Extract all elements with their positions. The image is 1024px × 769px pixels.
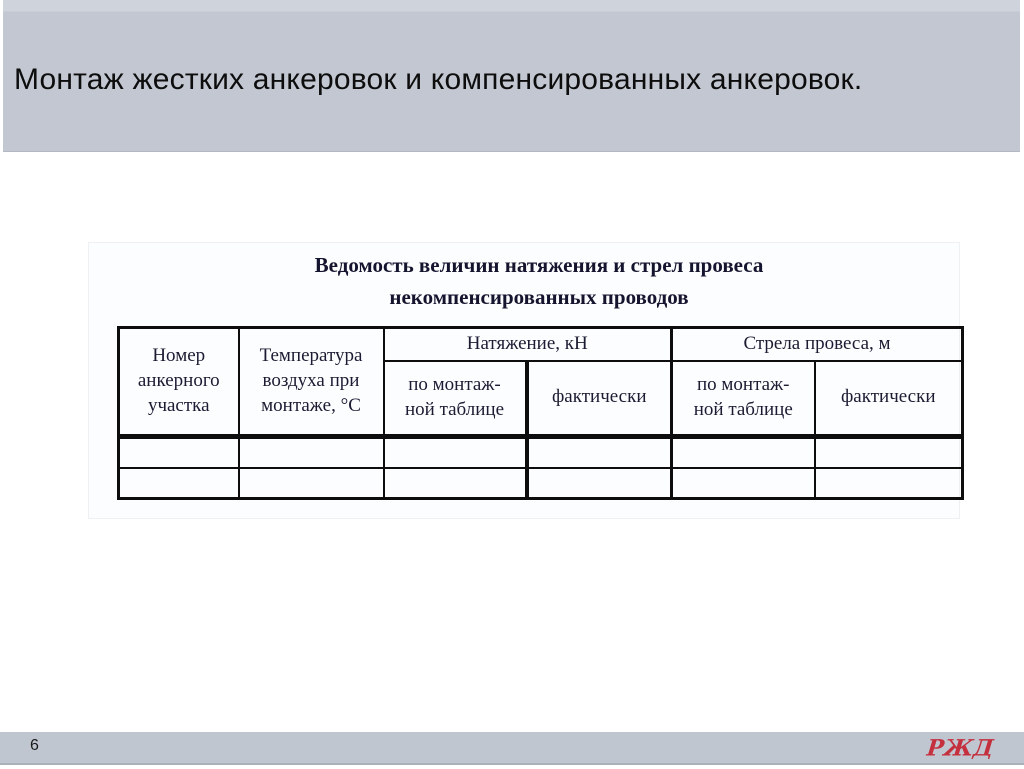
table-header-row-groups: Номер анкерного участка Температура возд…	[117, 326, 964, 438]
col-header-tension-actual: фактически	[524, 359, 673, 438]
table-cell	[117, 466, 240, 500]
rzd-logo-text: РЖД	[925, 735, 996, 761]
rzd-logo-icon: РЖД	[925, 735, 996, 761]
table-header: Номер анкерного участка Температура возд…	[117, 326, 964, 438]
table-cell	[813, 435, 964, 469]
slide-header: Монтаж жестких анкеровок и компенсирован…	[3, 0, 1020, 152]
col-header-air-temperature: Температура воздуха при монтаже, °С	[237, 326, 385, 438]
table-cell	[670, 435, 816, 469]
table-title: Ведомость величин натяжения и стрел пров…	[117, 250, 961, 313]
table-header-row-subcolumns: по монтаж- ной таблице фактически по мон…	[119, 359, 964, 438]
col-header-anchor-section: Номер анкерного участка	[117, 326, 240, 438]
table-cell	[382, 466, 528, 500]
table-cell	[670, 466, 816, 500]
table-figure: Ведомость величин натяжения и стрел пров…	[88, 242, 964, 519]
table-cell	[524, 466, 673, 500]
table-body	[117, 435, 964, 500]
table-cell	[117, 435, 240, 469]
table-cell	[237, 466, 385, 500]
footer-edge-line	[0, 763, 1024, 765]
col-header-tension-by-table: по монтаж- ной таблице	[382, 359, 528, 438]
tension-sag-table: Номер анкерного участка Температура возд…	[117, 326, 964, 500]
table-cell	[237, 435, 385, 469]
table-row	[117, 466, 964, 500]
col-header-sag-actual: фактически	[813, 359, 964, 438]
rzd-logo: РЖД	[922, 730, 1002, 764]
col-header-sag-by-table: по монтаж- ной таблице	[670, 359, 816, 438]
table-title-line-2: некомпенсированных проводов	[389, 284, 689, 309]
table-cell	[382, 435, 528, 469]
table-cell	[813, 466, 964, 500]
table-row	[117, 435, 964, 469]
table-title-line-1: Ведомость величин натяжения и стрел пров…	[314, 253, 764, 277]
col-group-tension: Натяжение, кН	[382, 326, 673, 362]
page-number: 6	[30, 737, 39, 754]
table-cell	[524, 435, 673, 469]
footer-bar	[0, 732, 1024, 763]
col-group-sag: Стрела провеса, м	[670, 326, 964, 362]
slide-title: Монтаж жестких анкеровок и компенсирован…	[14, 63, 863, 96]
